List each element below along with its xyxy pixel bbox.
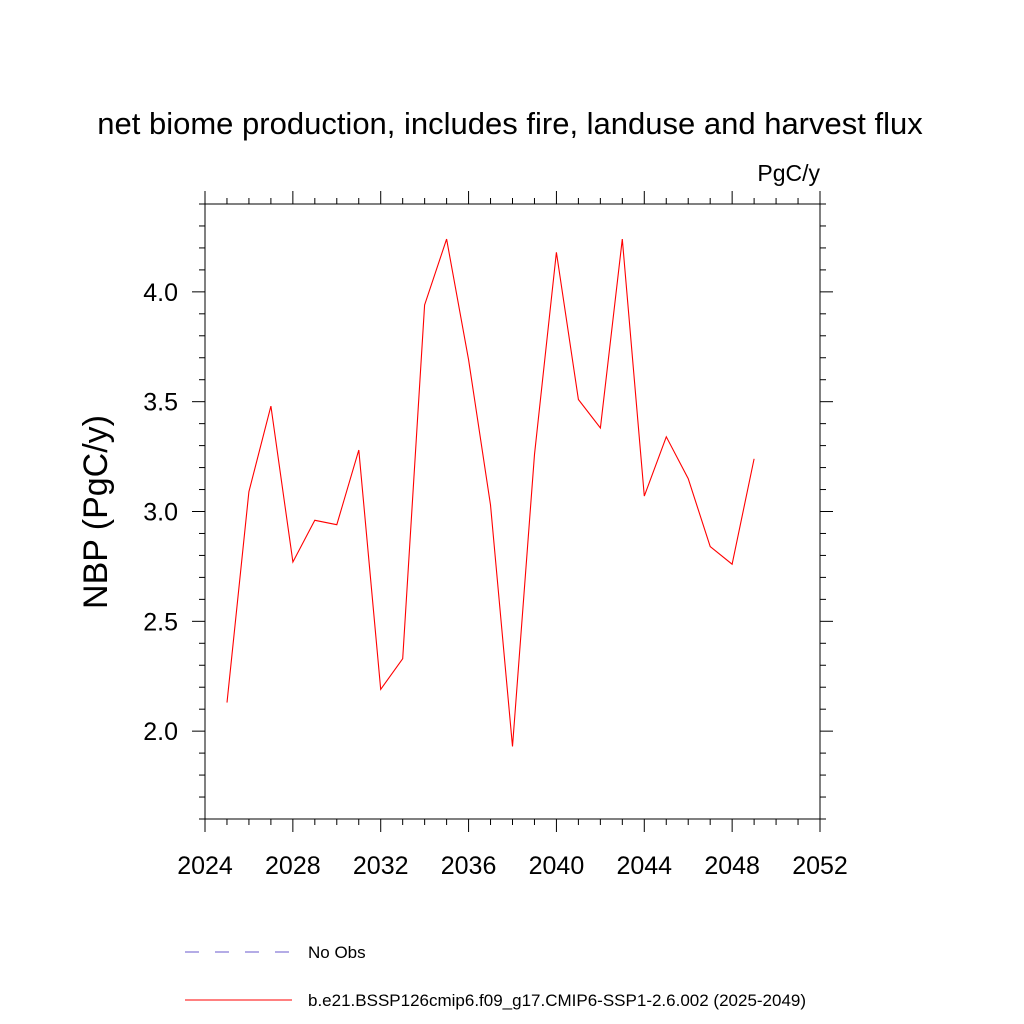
x-tick-label: 2052 — [792, 852, 848, 880]
chart-title: net biome production, includes fire, lan… — [97, 106, 923, 141]
y-tick-label: 2.0 — [143, 718, 178, 746]
x-tick-label: 2036 — [441, 852, 497, 880]
x-tick-label: 2048 — [704, 852, 760, 880]
x-tick-label: 2032 — [353, 852, 409, 880]
legend-label: b.e21.BSSP126cmip6.f09_g17.CMIP6-SSP1-2.… — [308, 991, 806, 1010]
x-tick-label: 2040 — [529, 852, 585, 880]
y-tick-label: 3.0 — [143, 499, 178, 527]
x-tick-label: 2024 — [177, 852, 233, 880]
units-label: PgC/y — [757, 160, 820, 186]
axis-tick-labels: 2024 2028 2032 2036 2040 2044 2048 2052 2.0 2.5 3.… — [143, 279, 848, 880]
x-tick-label: 2044 — [616, 852, 672, 880]
y-axis-label: NBP (PgC/y) — [77, 415, 115, 609]
legend-label: No Obs — [308, 943, 366, 962]
plot-frame — [204, 203, 821, 820]
axis-ticks — [192, 191, 833, 832]
series-line — [226, 238, 755, 747]
y-tick-label: 3.5 — [143, 389, 178, 417]
series-layer — [226, 238, 755, 747]
x-tick-label: 2028 — [265, 852, 321, 880]
y-tick-label: 2.5 — [143, 608, 178, 636]
y-tick-label: 4.0 — [143, 279, 178, 307]
legend: No Obs b.e21.BSSP126cmip6.f09_g17.CMIP6-S… — [185, 943, 806, 1010]
